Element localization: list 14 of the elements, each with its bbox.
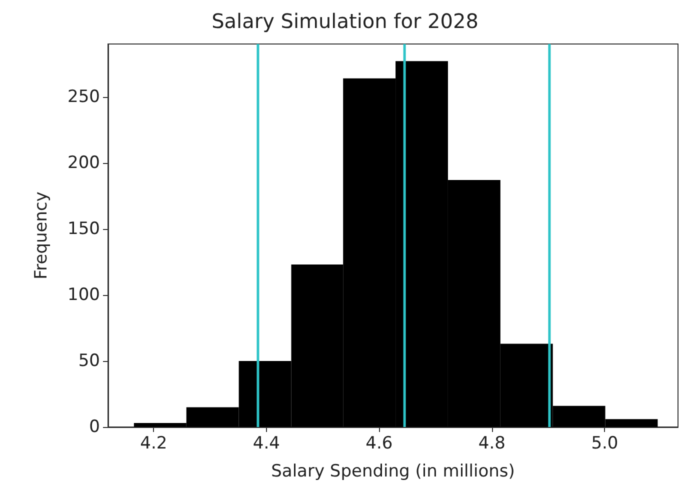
x-tick-label: 4.2 <box>140 434 168 454</box>
x-tick-label: 4.6 <box>366 434 393 454</box>
x-tick-label: 4.8 <box>478 434 506 454</box>
x-axis-title: Salary Spending (in millions) <box>271 462 515 482</box>
y-tick-label: 250 <box>68 86 100 107</box>
y-tick-label: 150 <box>68 218 100 239</box>
y-axis-title: Frequency <box>32 192 52 280</box>
y-tick-label: 0 <box>89 417 100 437</box>
chart-title: Salary Simulation for 2028 <box>212 9 478 33</box>
x-tick-label: 4.4 <box>252 434 280 454</box>
x-tick-label: 5.0 <box>591 434 618 454</box>
y-tick-label: 100 <box>68 284 100 305</box>
y-tick-label: 50 <box>78 350 100 371</box>
y-tick-label: 200 <box>68 152 100 173</box>
